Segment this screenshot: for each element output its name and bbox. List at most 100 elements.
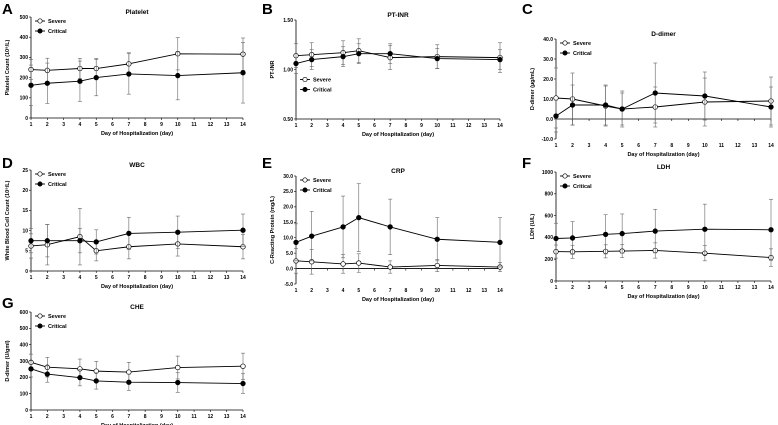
series-line <box>295 53 501 64</box>
x-tick-label: 13 <box>482 123 488 129</box>
data-point <box>702 93 708 99</box>
chart-title: WBC <box>129 162 145 169</box>
legend-label: Severe <box>313 178 331 184</box>
legend-label: Severe <box>573 174 591 180</box>
legend-marker <box>302 187 308 193</box>
legend-label: Severe <box>313 78 331 84</box>
legend-label: Critical <box>313 88 332 94</box>
x-tick-label: 3 <box>62 122 65 128</box>
panel-letter: E <box>262 155 272 172</box>
y-tick-label: 200 <box>20 375 29 381</box>
data-point <box>309 233 315 239</box>
legend-marker <box>302 177 308 183</box>
x-tick-label: 6 <box>373 123 376 129</box>
y-tick-label: 0.0 <box>546 117 553 123</box>
x-tick-label: 11 <box>191 122 197 128</box>
y-axis-label: LDH (U/L) <box>530 214 536 240</box>
series-critical <box>28 360 246 394</box>
x-tick-label: 8 <box>404 123 407 129</box>
legend-label: Critical <box>573 184 592 190</box>
y-tick-label: 15 <box>22 208 28 214</box>
series-line <box>295 217 501 243</box>
series-line <box>555 92 772 117</box>
y-tick-label: 40.0 <box>543 37 553 43</box>
x-tick-label: 6 <box>637 143 640 149</box>
data-point <box>77 375 83 381</box>
data-point <box>356 51 362 57</box>
data-point <box>240 363 246 369</box>
panel-letter: G <box>2 295 14 312</box>
y-tick-label: 25 <box>22 168 28 174</box>
data-point <box>387 264 393 270</box>
data-point <box>652 228 658 234</box>
x-tick-label: 6 <box>111 414 114 420</box>
y-tick-label: 300 <box>20 55 29 61</box>
y-tick-label: 0 <box>25 269 28 275</box>
x-tick-label: 2 <box>310 288 313 294</box>
x-tick-label: 13 <box>752 143 758 149</box>
x-tick-label: 2 <box>46 275 49 281</box>
series-critical <box>293 43 503 74</box>
data-point <box>340 53 346 60</box>
y-tick-label: 1000 <box>542 170 553 176</box>
x-axis-label: Day of Hospitalization (day) <box>627 294 699 300</box>
x-tick-label: 6 <box>637 285 640 291</box>
x-tick-label: 4 <box>79 275 82 281</box>
x-tick-label: 11 <box>719 285 725 291</box>
data-point <box>126 230 132 237</box>
legend-label: Critical <box>48 29 67 35</box>
x-tick-label: 6 <box>373 288 376 294</box>
data-point <box>77 238 83 244</box>
legend-item: Severe <box>300 76 331 84</box>
x-tick-label: 4 <box>604 285 607 291</box>
y-tick-label: 100 <box>20 96 29 102</box>
y-axis-label: D-dimer (µg/mL) <box>530 68 536 110</box>
panel-letter: B <box>262 1 273 18</box>
x-tick-label: 1 <box>30 275 33 281</box>
legend-label: Critical <box>48 324 67 330</box>
x-tick-label: 7 <box>127 122 130 128</box>
legend-marker <box>37 28 43 34</box>
y-tick-label: 25.0 <box>283 189 293 195</box>
x-tick-label: 10 <box>702 143 708 149</box>
x-tick-label: 10 <box>434 288 440 294</box>
panel-letter: A <box>2 1 13 18</box>
data-point <box>340 261 346 267</box>
x-tick-label: 6 <box>111 275 114 281</box>
y-tick-label: 30.0 <box>543 57 553 63</box>
x-tick-label: 11 <box>191 275 197 281</box>
x-tick-label: 4 <box>604 143 607 149</box>
y-tick-label: 1.00 <box>283 67 293 73</box>
x-tick-label: 14 <box>497 123 503 129</box>
series-line <box>555 97 772 110</box>
x-tick-label: 4 <box>79 122 82 128</box>
y-tick-label: 20.0 <box>543 77 553 83</box>
x-tick-label: 2 <box>310 123 313 129</box>
data-point <box>497 239 503 245</box>
x-tick-label: 14 <box>240 414 246 420</box>
y-tick-label: -5.0 <box>284 282 293 288</box>
x-tick-label: 3 <box>326 288 329 294</box>
data-point <box>553 95 559 101</box>
x-tick-label: 12 <box>466 123 472 129</box>
y-tick-label: 400 <box>20 35 29 41</box>
y-tick-label: 500 <box>20 326 29 332</box>
x-tick-label: 5 <box>621 285 624 291</box>
series-critical <box>553 198 774 261</box>
x-tick-label: 7 <box>127 414 130 420</box>
data-point <box>553 113 559 119</box>
chart-title: D-dimer <box>651 31 676 38</box>
data-point <box>768 227 774 233</box>
series-line <box>555 250 772 259</box>
legend-marker <box>37 18 43 24</box>
data-point <box>240 380 246 387</box>
y-axis-label: C-Reacting Protein (mg/L) <box>270 196 276 264</box>
y-tick-label: 800 <box>545 192 554 198</box>
x-axis-label: Day of Hospitalization (day) <box>627 152 699 158</box>
data-point <box>602 102 609 108</box>
series-line <box>31 229 244 243</box>
x-tick-label: 2 <box>571 143 574 149</box>
legend-label: Severe <box>48 314 66 320</box>
